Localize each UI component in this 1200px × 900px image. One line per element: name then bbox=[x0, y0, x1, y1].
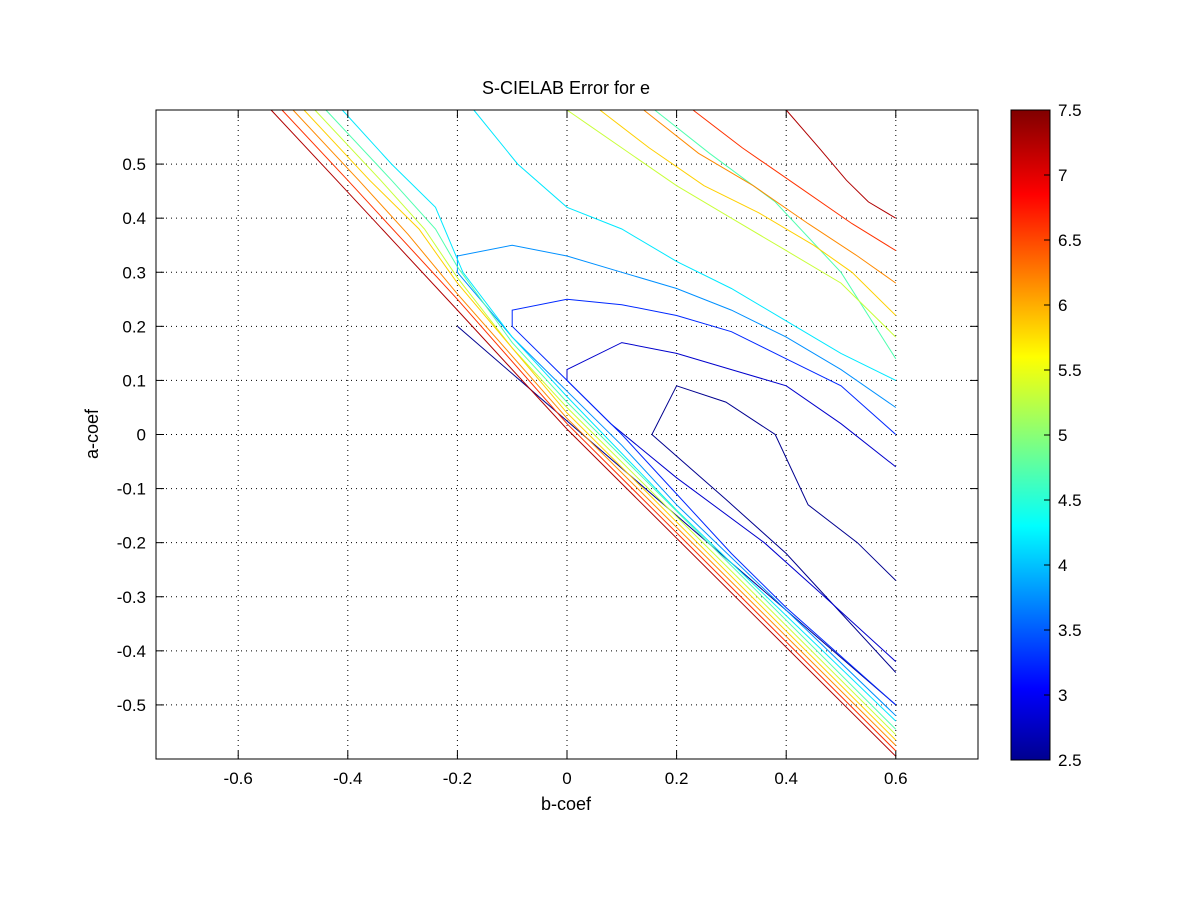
x-tick-label: 0.2 bbox=[665, 769, 689, 788]
contour-line bbox=[511, 298, 897, 435]
x-tick-label: -0.6 bbox=[224, 769, 253, 788]
y-tick-label: 0.5 bbox=[122, 155, 146, 174]
x-axis-label: b-coef bbox=[541, 794, 592, 814]
contour-line bbox=[281, 109, 897, 752]
contour-line bbox=[651, 434, 897, 673]
colorbar-tick-label: 7.5 bbox=[1058, 101, 1082, 120]
colorbar-scale bbox=[1010, 109, 1051, 761]
contour-line bbox=[651, 385, 897, 581]
colorbar-tick-label: 4 bbox=[1058, 556, 1067, 575]
x-tick-label: 0 bbox=[562, 769, 571, 788]
contour-line bbox=[341, 109, 897, 722]
contour-line bbox=[473, 109, 897, 381]
x-tick-label: 0.4 bbox=[774, 769, 798, 788]
contour-line bbox=[456, 244, 897, 408]
y-tick-label: -0.4 bbox=[117, 642, 146, 661]
x-tick-label: -0.4 bbox=[333, 769, 362, 788]
y-tick-label: 0.1 bbox=[122, 371, 146, 390]
chart-title: S-CIELAB Error for e bbox=[482, 78, 650, 98]
colorbar-tick-label: 3 bbox=[1058, 686, 1067, 705]
contour-line bbox=[325, 109, 897, 730]
contour-line bbox=[692, 109, 897, 252]
colorbar-tick-label: 5.5 bbox=[1058, 361, 1082, 380]
y-axis-label: a-coef bbox=[82, 408, 102, 459]
y-tick-label: -0.1 bbox=[117, 480, 146, 499]
contour-line bbox=[599, 109, 897, 316]
y-tick-label: -0.2 bbox=[117, 534, 146, 553]
contour-line bbox=[457, 271, 897, 717]
contour-line bbox=[785, 109, 897, 219]
colorbar-tick-label: 4.5 bbox=[1058, 491, 1082, 510]
x-tick-label: -0.2 bbox=[443, 769, 472, 788]
colorbar: 2.5 3 3.5 4 4.5 5 5.5 6 6.5 7 7.5 bbox=[1010, 101, 1082, 770]
contour-line bbox=[643, 109, 897, 284]
contour-line bbox=[511, 325, 897, 706]
contour-line bbox=[303, 109, 897, 741]
y-tick-label: -0.3 bbox=[117, 588, 146, 607]
colorbar-tick-label: 2.5 bbox=[1058, 751, 1082, 770]
colorbar-tick-label: 6.5 bbox=[1058, 231, 1082, 250]
y-tick-label: 0.3 bbox=[122, 263, 146, 282]
plot-area: -0.6 -0.4 -0.2 0 0.2 0.4 0.6 -0.5-0.4-0.3-0.2-… bbox=[117, 109, 979, 788]
colorbar-tick-label: 6 bbox=[1058, 296, 1067, 315]
x-axis-ticks: -0.6 -0.4 -0.2 0 0.2 0.4 0.6 bbox=[224, 110, 908, 788]
contour-lines bbox=[270, 109, 897, 757]
colorbar-tick-label: 7 bbox=[1058, 166, 1067, 185]
contour-line bbox=[566, 342, 897, 468]
colorbar-tick-label: 5 bbox=[1058, 426, 1067, 445]
x-tick-label: 0.6 bbox=[884, 769, 908, 788]
y-tick-label: 0 bbox=[137, 426, 146, 445]
y-axis-ticks: -0.5 -0.4 -0.3 -0.2 -0.1 0 0.1 0.2 0.3 0.4 0.5 bbox=[117, 155, 978, 715]
y-tick-label: 0.4 bbox=[122, 209, 146, 228]
colorbar-tick-label: 3.5 bbox=[1058, 621, 1082, 640]
y-tick-label: -0.5 bbox=[117, 696, 146, 715]
contour-line bbox=[314, 109, 897, 736]
contour-line bbox=[270, 109, 897, 757]
y-tick-label: 0.2 bbox=[122, 317, 146, 336]
contour-line bbox=[292, 109, 897, 746]
contour-line bbox=[566, 109, 897, 338]
colorbar-ticks: 2.5 3 3.5 4 4.5 5 5.5 6 6.5 7 7.5 bbox=[1044, 101, 1082, 770]
